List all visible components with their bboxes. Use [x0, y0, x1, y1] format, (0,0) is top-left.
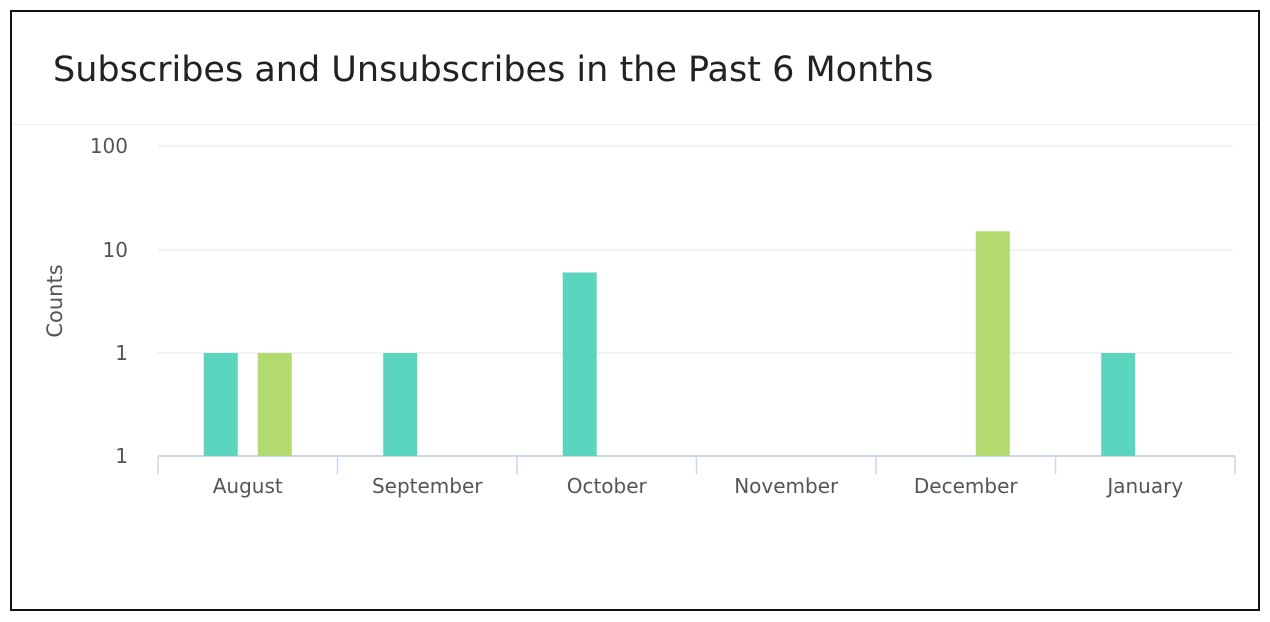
x-tick-label: December [914, 474, 1018, 498]
y-axis-label: Counts [43, 264, 67, 337]
bar [562, 272, 597, 456]
x-tick-label: September [372, 474, 483, 498]
y-tick-label: 10 [103, 238, 128, 262]
chart-title: Subscribes and Unsubscribes in the Past … [53, 50, 934, 90]
bar [975, 231, 1010, 456]
bar [383, 353, 418, 456]
bar [203, 353, 238, 456]
bar [257, 353, 292, 456]
title-divider [12, 124, 1258, 125]
y-tick-label: 1 [115, 341, 128, 365]
y-tick-label: 100 [90, 134, 128, 158]
x-tick-label: January [1105, 474, 1183, 498]
x-tick-label: August [213, 474, 283, 498]
x-tick-label: October [567, 474, 648, 498]
chart-panel: Subscribes and Unsubscribes in the Past … [10, 10, 1260, 611]
x-tick-label: November [734, 474, 839, 498]
y-tick-label: 1 [115, 444, 128, 468]
bar [1101, 353, 1136, 456]
